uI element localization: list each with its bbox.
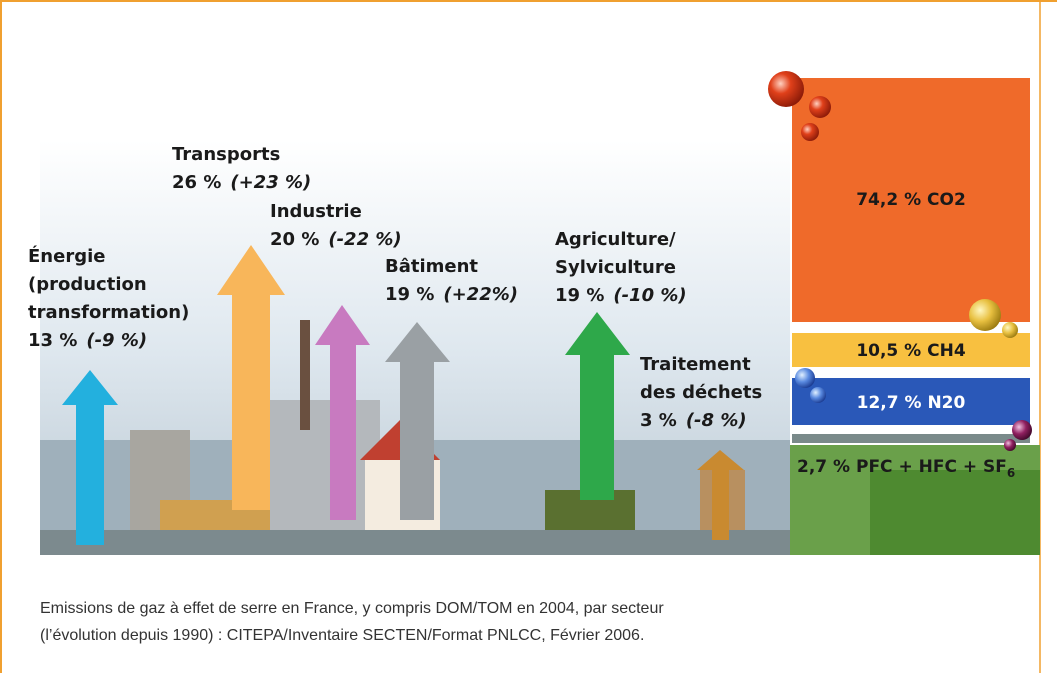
bubble [1012, 420, 1032, 440]
share: 19 % [385, 284, 434, 305]
sector-name: Agriculture/ [555, 229, 676, 250]
gas-text: 10,5 % CH4 [856, 341, 966, 361]
change: (+22%) [443, 284, 518, 305]
bubble [969, 299, 1001, 331]
change: (-10 %) [613, 285, 686, 306]
bubble [810, 387, 826, 403]
sector-name: (production [28, 274, 147, 295]
gas-label: 2,7 % PFC + HFC + SF6 [797, 457, 1015, 480]
gas-text: 74,2 % CO2 [856, 190, 966, 210]
sector-share: 3 % (-8 %) [640, 410, 747, 431]
change: (-22 %) [328, 229, 401, 250]
gas-text: 2,7 % PFC + HFC + SF [797, 457, 1007, 477]
gas-text: 12,7 % N20 [857, 393, 966, 413]
bubble [1002, 322, 1018, 338]
sector-name: Industrie [270, 201, 362, 222]
bubble [768, 71, 804, 107]
bubble [795, 368, 815, 388]
sector-name: des déchets [640, 382, 762, 403]
bubble [809, 96, 831, 118]
gas-label: 10,5 % CH4 [856, 341, 966, 361]
fgas-block [792, 434, 1030, 443]
sector-name: Énergie [28, 245, 105, 267]
gas-subscript: 6 [1007, 466, 1015, 480]
share: 19 % [555, 285, 604, 306]
sector-share: 13 % (-9 %) [28, 330, 147, 351]
sector-share: 20 % (-22 %) [270, 229, 402, 250]
change: (-9 %) [86, 330, 147, 351]
infographic: Énergie (production transformation) 13 % (-9… [0, 0, 1057, 673]
share: 20 % [270, 229, 319, 250]
sector-share: 19 % (+22%) [385, 284, 518, 305]
change: (-8 %) [686, 410, 747, 431]
sector-share: 19 % (-10 %) [555, 285, 687, 306]
share: 3 % [640, 410, 677, 431]
bubble [801, 123, 819, 141]
sector-share: 26 % (+23 %) [172, 172, 311, 193]
sector-name: Bâtiment [385, 256, 478, 277]
share: 13 % [28, 330, 77, 351]
share: 26 % [172, 172, 221, 193]
bubble [1004, 439, 1016, 451]
gas-label: 12,7 % N20 [857, 393, 966, 413]
gas-label: 74,2 % CO2 [856, 190, 966, 210]
sector-name: transformation) [28, 302, 189, 323]
sector-name: Sylviculture [555, 257, 676, 278]
sector-name: Transports [172, 144, 280, 165]
caption: (l’évolution depuis 1990) : CITEPA/Inven… [40, 627, 644, 644]
sector-name: Traitement [640, 354, 751, 375]
change: (+23 %) [230, 172, 311, 193]
caption: Emissions de gaz à effet de serre en Fra… [40, 600, 664, 617]
